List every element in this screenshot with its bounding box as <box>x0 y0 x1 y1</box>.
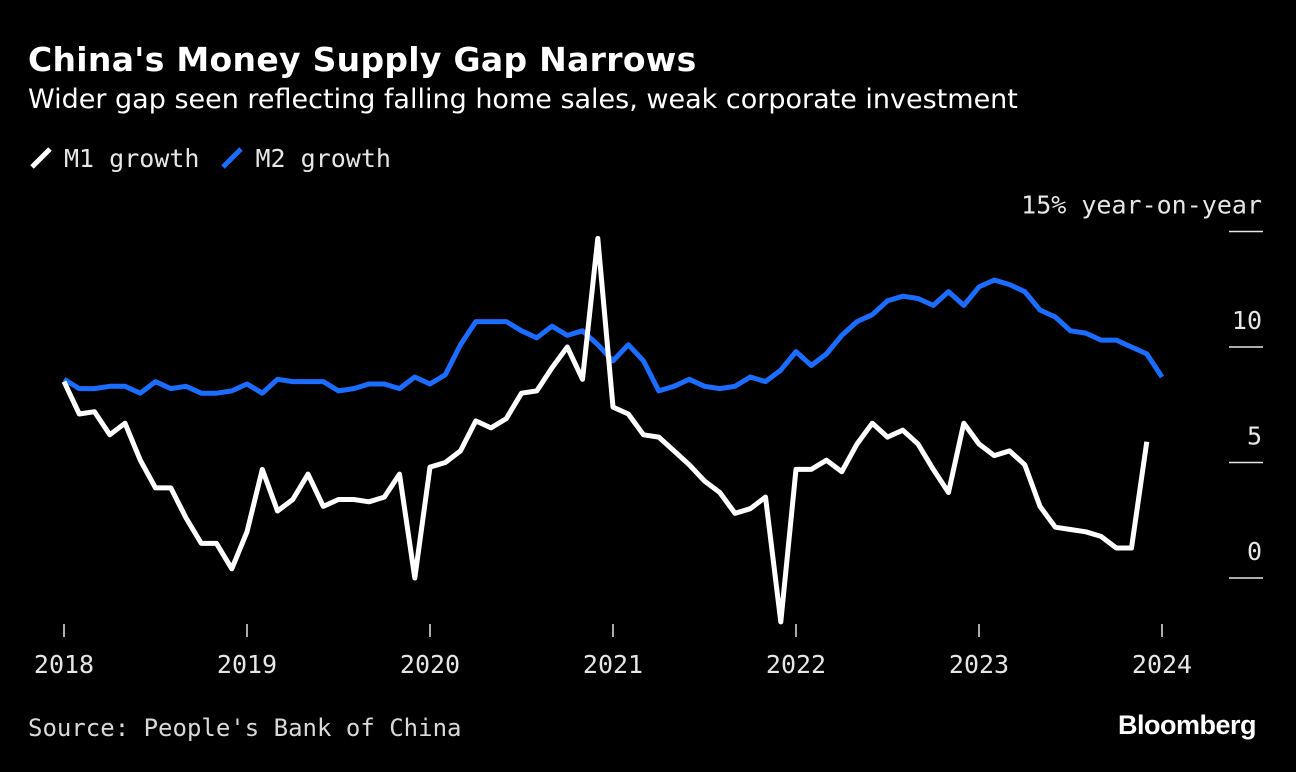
x-tick-label-2020: 2020 <box>400 650 460 679</box>
x-axis: 2018 2019 2020 2021 2022 2023 2024 <box>34 624 1192 679</box>
legend-label-m2: M2 growth <box>255 143 391 173</box>
legend-item-m1: M1 growth <box>28 144 199 173</box>
m2-swatch-icon <box>221 147 244 169</box>
legend-label-m1: M1 growth <box>64 143 200 173</box>
series-group <box>61 235 1165 625</box>
y-tick-label-0: 0 <box>1247 537 1262 566</box>
series-line-m2-growth <box>62 277 1165 396</box>
y-tick-label-5: 5 <box>1247 422 1262 451</box>
x-tick-label-2023: 2023 <box>949 650 1009 679</box>
x-tick-label-2022: 2022 <box>766 650 826 679</box>
bloomberg-logo: Bloomberg <box>1117 710 1257 740</box>
chart-subtitle: Wider gap seen reflecting falling home s… <box>28 84 1018 115</box>
legend-item-m2: M2 growth <box>219 143 391 173</box>
y-axis: 15% year-on-year 10 5 0 <box>1021 191 1263 579</box>
x-tick-label-2018: 2018 <box>34 650 94 679</box>
x-tick-label-2021: 2021 <box>583 650 643 679</box>
m1-swatch-icon <box>30 147 52 169</box>
chart-title: China's Money Supply Gap Narrows <box>28 40 697 79</box>
y-tick-label-15: 15% year-on-year <box>1021 191 1262 220</box>
x-tick-label-2019: 2019 <box>217 650 277 679</box>
y-tick-label-10: 10 <box>1232 306 1262 335</box>
source-note: Source: People's Bank of China <box>28 714 462 742</box>
series-line-m1-growth <box>61 235 1150 625</box>
legend: M1 growth M2 growth <box>28 140 411 176</box>
x-tick-label-2024: 2024 <box>1132 650 1192 679</box>
